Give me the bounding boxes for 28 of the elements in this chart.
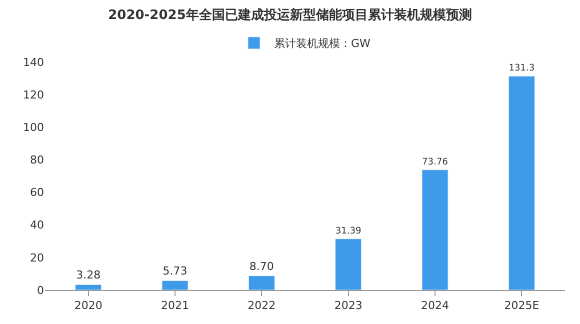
- x-tick-label: 2025E: [504, 299, 540, 312]
- y-tick-label: 120: [23, 88, 44, 102]
- y-tick-label: 0: [37, 284, 44, 297]
- bar: [422, 170, 448, 290]
- y-tick-label: 140: [23, 56, 44, 69]
- data-label: 73.76: [422, 157, 448, 168]
- bar: [162, 280, 188, 290]
- y-tick-label: 40: [30, 218, 44, 232]
- bar: [508, 76, 535, 290]
- bar: [75, 284, 102, 290]
- chart-title: 2020-2025年全国已建成投运新型储能项目累计装机规模预测: [108, 6, 472, 23]
- data-label: 5.73: [162, 264, 188, 278]
- x-tick-label: 2020: [74, 299, 102, 312]
- bar: [335, 238, 362, 290]
- data-label: 31.39: [335, 226, 362, 236]
- y-tick-label: 100: [23, 120, 44, 134]
- x-tick-label: 2021: [161, 299, 189, 312]
- legend-label: 累计装机规模：GW: [274, 37, 371, 50]
- data-label: 3.28: [76, 268, 101, 282]
- data-label: 131.3: [508, 64, 535, 74]
- x-tick-label: 2024: [421, 299, 449, 312]
- y-tick-label: 60: [30, 186, 44, 200]
- x-tick-label: 2023: [334, 299, 362, 312]
- x-tick-label: 2022: [248, 299, 276, 312]
- data-label: 8.70: [249, 260, 274, 273]
- y-tick-label: 20: [30, 251, 44, 264]
- bar: [248, 276, 275, 290]
- y-tick-label: 80: [30, 154, 44, 167]
